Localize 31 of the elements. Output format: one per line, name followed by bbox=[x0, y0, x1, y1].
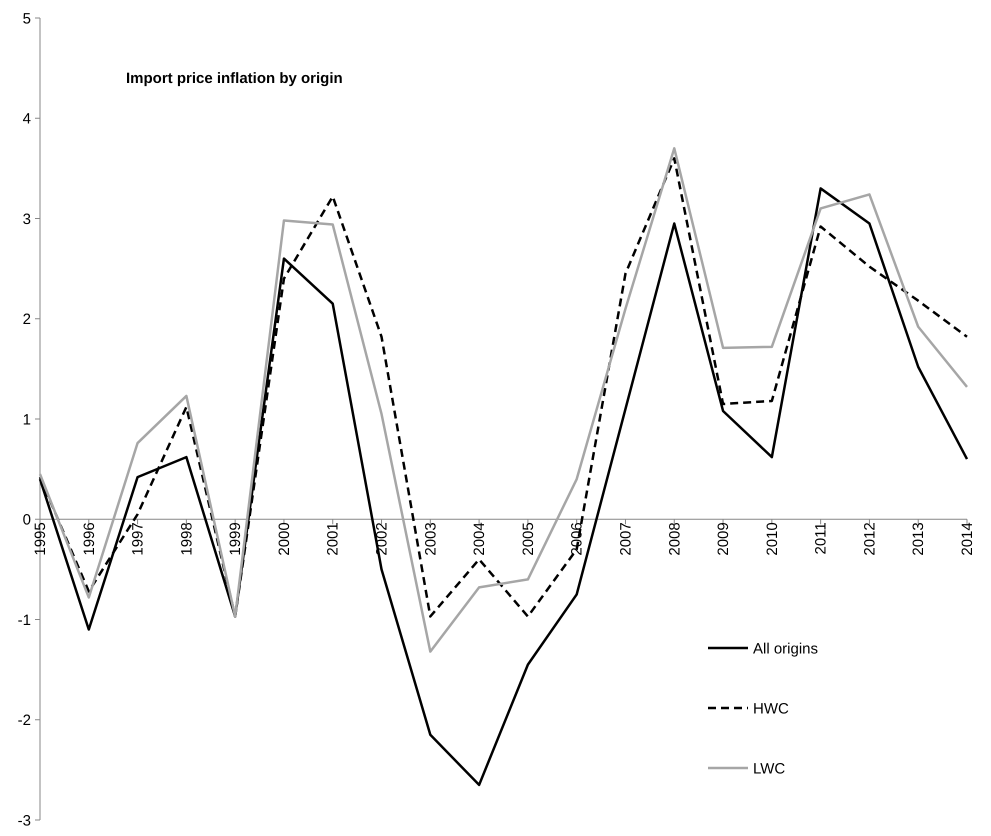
legend-label: LWC bbox=[753, 760, 786, 778]
x-tick-label: 1997 bbox=[130, 522, 147, 556]
x-tick-label: 2008 bbox=[666, 522, 684, 556]
x-tick-label: 1998 bbox=[178, 522, 196, 556]
x-tick-label: 2004 bbox=[471, 522, 488, 556]
x-tick-label: 2011 bbox=[812, 522, 830, 555]
x-tick-label: 2012 bbox=[861, 522, 878, 556]
x-tick-label: 2010 bbox=[764, 522, 781, 556]
x-tick-label: 1996 bbox=[80, 522, 98, 556]
y-tick-label: -3 bbox=[18, 812, 31, 830]
y-tick-label: 1 bbox=[22, 411, 31, 428]
x-tick-label: 2009 bbox=[715, 522, 732, 556]
x-tick-label: 2013 bbox=[910, 522, 928, 556]
x-tick-label: 2005 bbox=[520, 522, 537, 556]
x-tick-label: 1995 bbox=[32, 522, 49, 556]
x-tick-label: 1999 bbox=[227, 522, 244, 556]
text: Import price inflation by origin bbox=[126, 70, 343, 87]
y-tick-label: 5 bbox=[22, 10, 31, 28]
y-tick-label: 0 bbox=[22, 512, 31, 528]
legend-label: All origins bbox=[753, 640, 818, 658]
x-tick-label: 2007 bbox=[617, 522, 634, 556]
x-tick-label: 2003 bbox=[422, 522, 440, 556]
x-tick-label: 2000 bbox=[276, 522, 293, 556]
y-tick-label: 3 bbox=[22, 210, 31, 228]
x-tick-label: 2014 bbox=[959, 522, 976, 556]
y-tick-label: 2 bbox=[22, 311, 31, 328]
y-tick-label: -2 bbox=[18, 712, 31, 729]
x-tick-label: 2001 bbox=[324, 522, 342, 556]
legend-label: HWC bbox=[753, 700, 789, 718]
y-tick-label: -1 bbox=[18, 612, 31, 629]
y-tick-label: 4 bbox=[22, 110, 31, 128]
